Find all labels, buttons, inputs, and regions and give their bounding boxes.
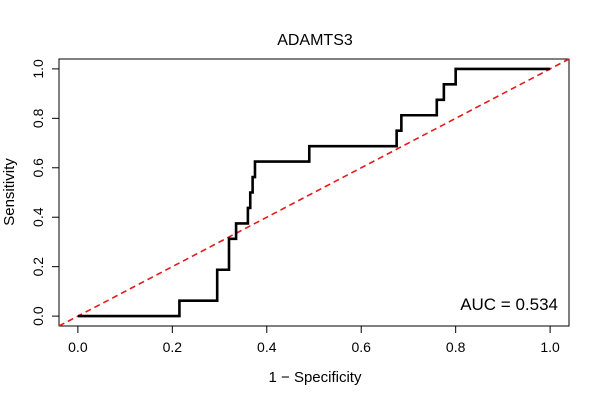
reference-diagonal-line: [58, 58, 570, 327]
plot-frame: [58, 58, 570, 327]
x-axis: 0.0 0.2 0.4 0.6 0.8 1.0: [68, 325, 560, 355]
x-tick-label: 0.8: [446, 339, 466, 355]
y-axis: 0.0 0.2 0.4 0.6 0.8 1.0: [30, 59, 60, 326]
y-tick-label: 0.2: [30, 257, 46, 277]
y-tick-label: 0.6: [30, 158, 46, 178]
x-tick-label: 1.0: [540, 339, 560, 355]
roc-curve-line: [77, 67, 551, 318]
x-tick-label: 0.6: [351, 339, 371, 355]
y-tick-label: 0.8: [30, 108, 46, 128]
y-axis-label: Sensitivity: [1, 158, 18, 226]
x-tick-label: 0.0: [68, 339, 88, 355]
y-tick-label: 0.0: [30, 306, 46, 326]
y-tick-label: 0.4: [30, 207, 46, 227]
x-axis-label: 1 − Specificity: [269, 369, 362, 386]
auc-annotation: AUC = 0.534: [460, 295, 558, 314]
chart-title: ADAMTS3: [277, 32, 353, 49]
x-tick-label: 0.2: [163, 339, 183, 355]
x-tick-label: 0.4: [257, 339, 277, 355]
y-tick-label: 1.0: [30, 59, 46, 79]
